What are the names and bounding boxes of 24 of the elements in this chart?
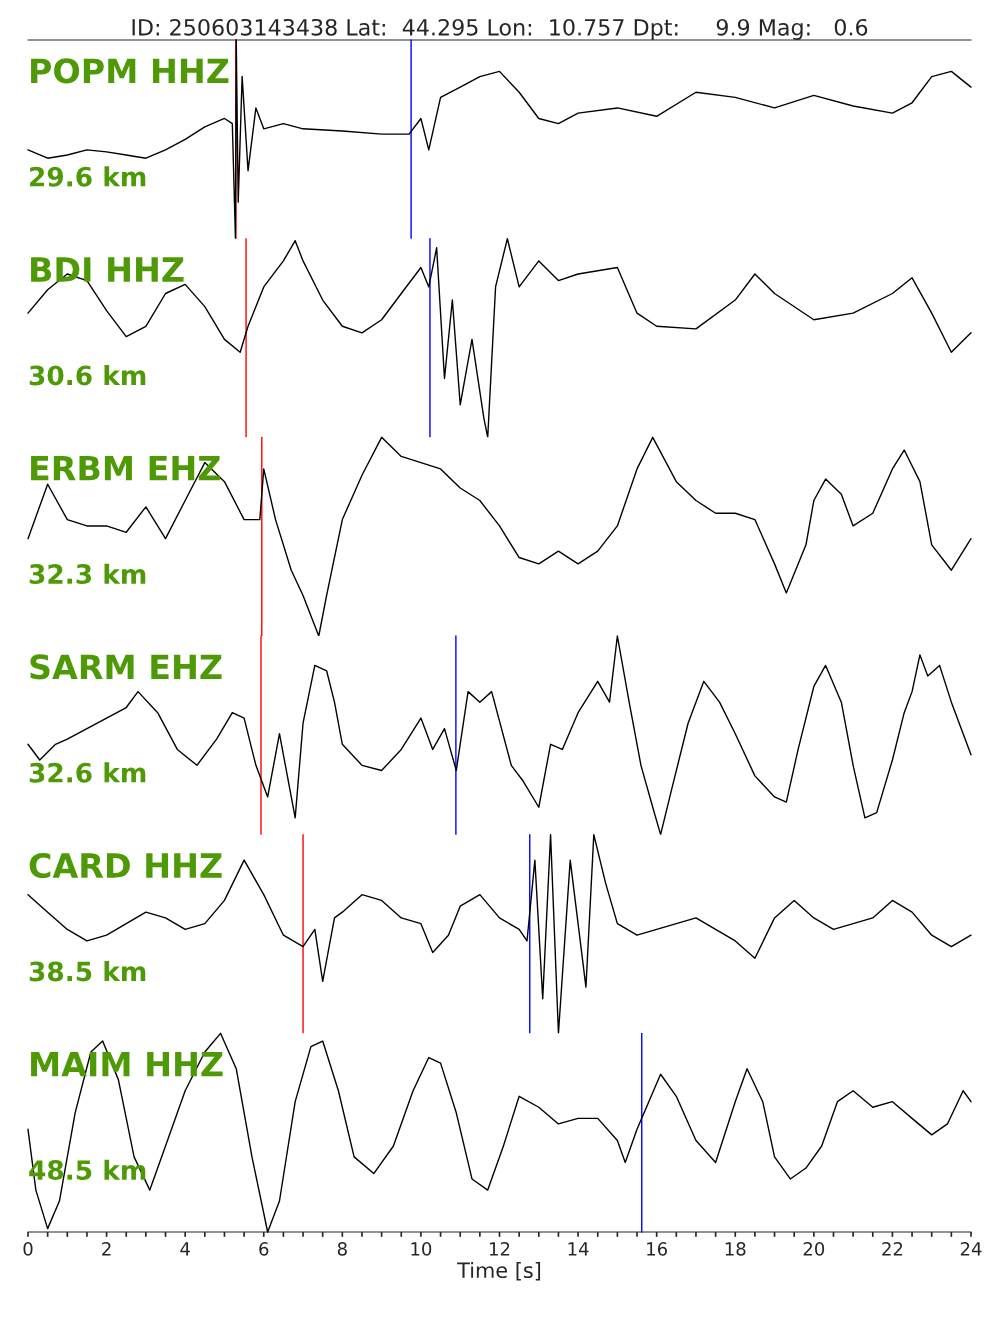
x-tick-label: 20 bbox=[803, 1242, 825, 1256]
x-tick-label: 14 bbox=[568, 1242, 589, 1256]
annotation: 32.6 km bbox=[29, 762, 146, 783]
annotation: 29.6 km bbox=[30, 166, 146, 187]
x-tick-label: 12 bbox=[490, 1242, 510, 1256]
annotation: BDI HHZ bbox=[31, 257, 184, 282]
annotation: SARM EHZ bbox=[30, 654, 222, 680]
annotation: 32.3 km bbox=[29, 563, 146, 585]
annotation: 30.6 km bbox=[29, 364, 146, 386]
x-tick-label: 22 bbox=[882, 1242, 903, 1256]
chart-title: ID: 250603143438 Lat: 44.295 Lon: 10.757 Dpt: 9.9 Mag: 0.6 bbox=[132, 18, 868, 40]
annotation: CARD HHZ bbox=[29, 852, 222, 879]
x-tick-label: 8 bbox=[337, 1242, 347, 1256]
x-tick-label: 16 bbox=[647, 1242, 668, 1256]
x-tick-label: 24 bbox=[960, 1242, 982, 1256]
x-tick-label: 0 bbox=[23, 1242, 33, 1256]
x-tick-label: 4 bbox=[180, 1242, 190, 1256]
x-tick-label: 10 bbox=[411, 1242, 432, 1256]
x-tick-label: 6 bbox=[259, 1242, 269, 1256]
x-tick-label: 18 bbox=[725, 1242, 746, 1256]
annotation: 38.5 km bbox=[29, 960, 146, 982]
x-axis-title: Time [s] bbox=[457, 1261, 541, 1281]
annotation: POPM HHZ bbox=[31, 58, 229, 84]
x-tick-label: 2 bbox=[102, 1242, 111, 1256]
